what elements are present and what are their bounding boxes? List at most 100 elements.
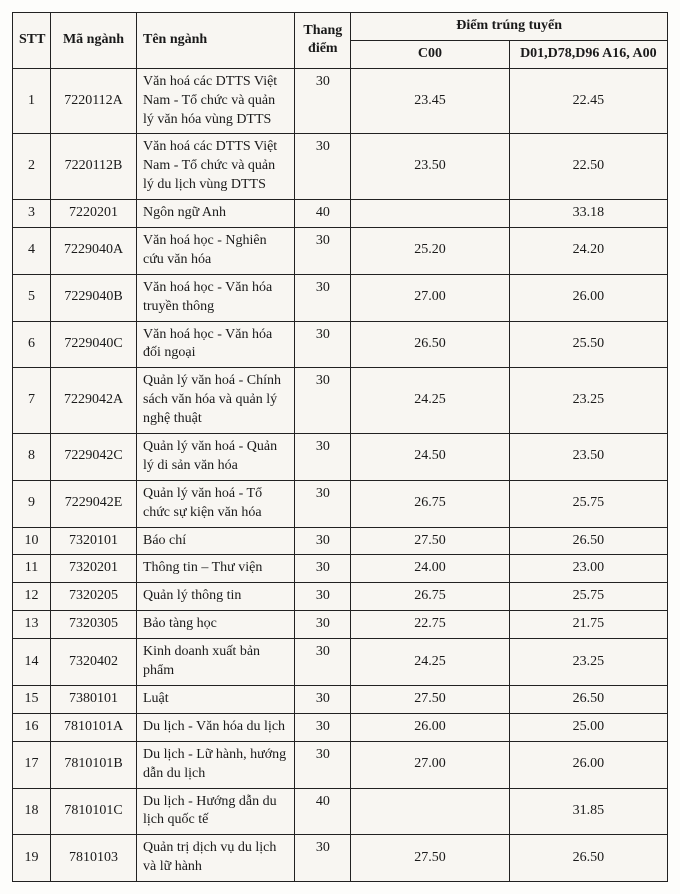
- cell-stt: 8: [13, 434, 51, 481]
- table-row: 177810101BDu lịch - Lữ hành, hướng dẫn d…: [13, 741, 668, 788]
- cell-code: 7229042A: [51, 368, 137, 434]
- cell-name: Du lịch - Lữ hành, hướng dẫn du lịch: [137, 741, 295, 788]
- cell-name: Quản lý văn hoá - Quản lý di sản văn hóa: [137, 434, 295, 481]
- cell-stt: 4: [13, 228, 51, 275]
- th-thang: Thang điểm: [295, 13, 351, 69]
- cell-c00: 24.25: [351, 639, 509, 686]
- cell-name: Quản trị dịch vụ du lịch và lữ hành: [137, 835, 295, 882]
- cell-stt: 19: [13, 835, 51, 882]
- cell-name: Văn hoá các DTTS Việt Nam - Tổ chức và q…: [137, 134, 295, 200]
- cell-name: Kinh doanh xuất bản phẩm: [137, 639, 295, 686]
- cell-dgrp: 23.00: [509, 555, 667, 583]
- cell-name: Quản lý thông tin: [137, 583, 295, 611]
- cell-stt: 10: [13, 527, 51, 555]
- cell-code: 7229042E: [51, 480, 137, 527]
- cell-code: 7320201: [51, 555, 137, 583]
- table-row: 107320101Báo chí3027.5026.50: [13, 527, 668, 555]
- cell-code: 7229040C: [51, 321, 137, 368]
- cell-thang: 30: [295, 741, 351, 788]
- cell-thang: 40: [295, 788, 351, 835]
- cell-name: Văn hoá học - Nghiên cứu văn hóa: [137, 228, 295, 275]
- table-row: 47229040AVăn hoá học - Nghiên cứu văn hó…: [13, 228, 668, 275]
- cell-stt: 3: [13, 200, 51, 228]
- cell-dgrp: 25.50: [509, 321, 667, 368]
- cell-name: Thông tin – Thư viện: [137, 555, 295, 583]
- cell-stt: 13: [13, 611, 51, 639]
- th-code: Mã ngành: [51, 13, 137, 69]
- th-c00: C00: [351, 40, 509, 68]
- cell-thang: 30: [295, 368, 351, 434]
- cell-name: Văn hoá học - Văn hóa đối ngoại: [137, 321, 295, 368]
- cell-stt: 5: [13, 274, 51, 321]
- cell-name: Bảo tàng học: [137, 611, 295, 639]
- table-row: 97229042EQuản lý văn hoá - Tổ chức sự ki…: [13, 480, 668, 527]
- cell-name: Văn hoá học - Văn hóa truyền thông: [137, 274, 295, 321]
- table-row: 37220201Ngôn ngữ Anh4033.18: [13, 200, 668, 228]
- cell-thang: 30: [295, 228, 351, 275]
- cell-stt: 15: [13, 685, 51, 713]
- cell-stt: 7: [13, 368, 51, 434]
- cell-stt: 1: [13, 68, 51, 134]
- cell-c00: 26.75: [351, 480, 509, 527]
- cell-thang: 30: [295, 434, 351, 481]
- cell-code: 7220112B: [51, 134, 137, 200]
- table-row: 127320205Quản lý thông tin3026.7525.75: [13, 583, 668, 611]
- cell-code: 7810103: [51, 835, 137, 882]
- cell-thang: 30: [295, 639, 351, 686]
- cell-dgrp: 33.18: [509, 200, 667, 228]
- table-row: 167810101ADu lịch - Văn hóa du lịch3026.…: [13, 713, 668, 741]
- cell-name: Văn hoá các DTTS Việt Nam - Tổ chức và q…: [137, 68, 295, 134]
- cell-code: 7320205: [51, 583, 137, 611]
- table-header: STT Mã ngành Tên ngành Thang điểm Điểm t…: [13, 13, 668, 69]
- table-body: 17220112AVăn hoá các DTTS Việt Nam - Tổ …: [13, 68, 668, 881]
- cell-dgrp: 21.75: [509, 611, 667, 639]
- cell-dgrp: 26.50: [509, 527, 667, 555]
- table-row: 197810103Quản trị dịch vụ du lịch và lữ …: [13, 835, 668, 882]
- cell-c00: [351, 788, 509, 835]
- table-row: 117320201Thông tin – Thư viện3024.0023.0…: [13, 555, 668, 583]
- cell-dgrp: 25.75: [509, 480, 667, 527]
- th-name: Tên ngành: [137, 13, 295, 69]
- cell-thang: 30: [295, 583, 351, 611]
- cell-code: 7229040B: [51, 274, 137, 321]
- th-group: Điểm trúng tuyển: [351, 13, 668, 41]
- cell-c00: 24.25: [351, 368, 509, 434]
- cell-thang: 30: [295, 611, 351, 639]
- cell-stt: 12: [13, 583, 51, 611]
- cell-c00: 27.50: [351, 685, 509, 713]
- cell-code: 7229040A: [51, 228, 137, 275]
- table-row: 147320402Kinh doanh xuất bản phẩm3024.25…: [13, 639, 668, 686]
- cell-dgrp: 25.75: [509, 583, 667, 611]
- cell-dgrp: 23.50: [509, 434, 667, 481]
- cell-c00: 25.20: [351, 228, 509, 275]
- table-row: 157380101Luật3027.5026.50: [13, 685, 668, 713]
- cell-thang: 40: [295, 200, 351, 228]
- cell-code: 7229042C: [51, 434, 137, 481]
- cell-code: 7810101C: [51, 788, 137, 835]
- cell-c00: 24.00: [351, 555, 509, 583]
- cell-c00: 27.00: [351, 274, 509, 321]
- th-dgrp: D01,D78,D96 A16, A00: [509, 40, 667, 68]
- th-stt: STT: [13, 13, 51, 69]
- cell-thang: 30: [295, 134, 351, 200]
- cell-stt: 6: [13, 321, 51, 368]
- cell-dgrp: 25.00: [509, 713, 667, 741]
- cell-dgrp: 23.25: [509, 639, 667, 686]
- cell-stt: 17: [13, 741, 51, 788]
- cell-stt: 18: [13, 788, 51, 835]
- cell-thang: 30: [295, 685, 351, 713]
- cell-code: 7810101A: [51, 713, 137, 741]
- table-row: 67229040CVăn hoá học - Văn hóa đối ngoại…: [13, 321, 668, 368]
- cell-thang: 30: [295, 713, 351, 741]
- cell-c00: 23.50: [351, 134, 509, 200]
- cell-c00: 26.50: [351, 321, 509, 368]
- cell-c00: 27.50: [351, 835, 509, 882]
- table-row: 87229042CQuản lý văn hoá - Quản lý di sả…: [13, 434, 668, 481]
- cell-name: Luật: [137, 685, 295, 713]
- cell-dgrp: 26.50: [509, 685, 667, 713]
- admission-scores-table: STT Mã ngành Tên ngành Thang điểm Điểm t…: [12, 12, 668, 882]
- cell-code: 7220112A: [51, 68, 137, 134]
- cell-thang: 30: [295, 527, 351, 555]
- cell-dgrp: 24.20: [509, 228, 667, 275]
- cell-c00: 26.00: [351, 713, 509, 741]
